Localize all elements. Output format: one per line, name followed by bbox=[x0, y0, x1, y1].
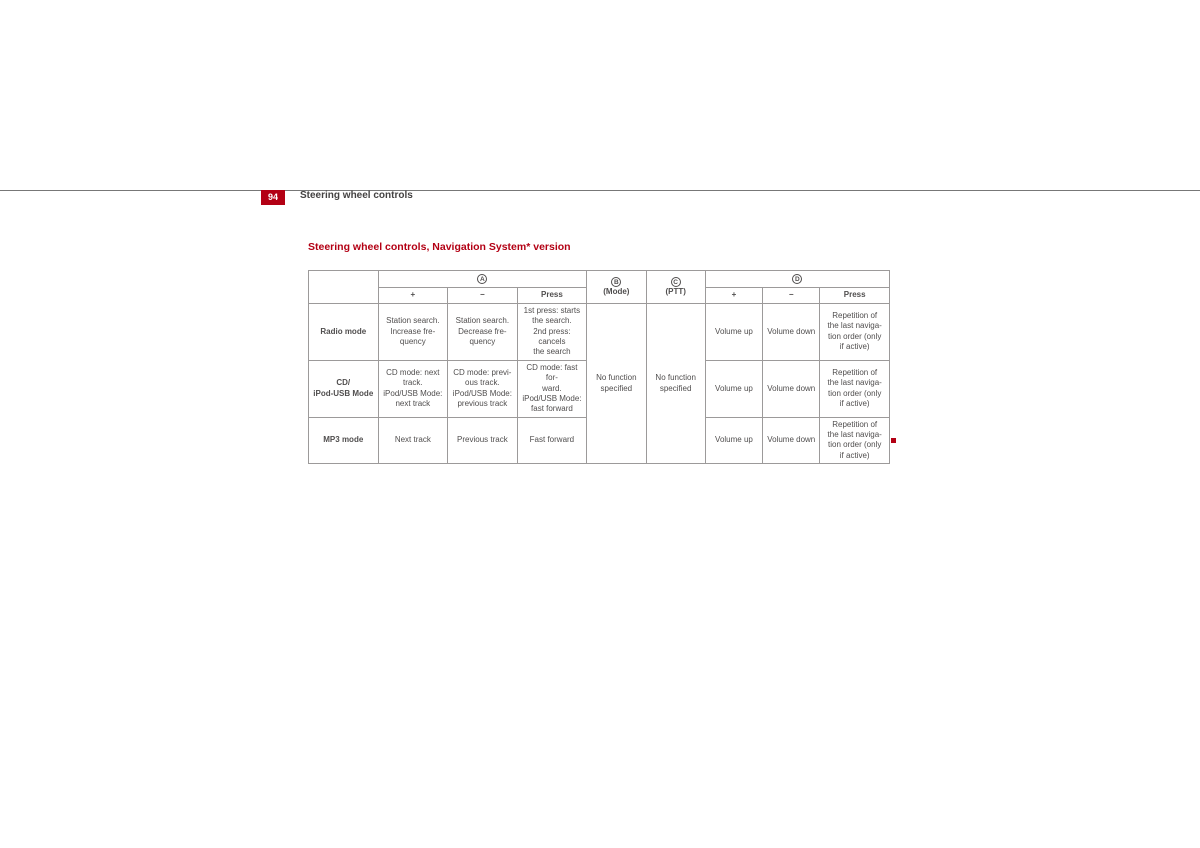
cell: Station search.Increase fre-quency bbox=[378, 303, 448, 360]
header-group-b: B (Mode) bbox=[587, 271, 646, 304]
corner-cell bbox=[309, 271, 379, 304]
header-group-c: C (PTT) bbox=[646, 271, 705, 304]
cell: CD mode: nexttrack.iPod/USB Mode:next tr… bbox=[378, 360, 448, 417]
header-d-plus: + bbox=[705, 288, 762, 303]
circled-letter-c-icon: C bbox=[671, 277, 681, 287]
cell-b-merged: No functionspecified bbox=[587, 303, 646, 463]
cell: Volume up bbox=[705, 360, 762, 417]
page: 94 Steering wheel controls Steering whee… bbox=[0, 0, 1200, 848]
cell: Volume up bbox=[705, 417, 762, 464]
row-label-cd: CD/iPod-USB Mode bbox=[309, 360, 379, 417]
cell: Repetition ofthe last naviga-tion order … bbox=[820, 417, 890, 464]
header-a-minus: − bbox=[448, 288, 518, 303]
circled-letter-d-icon: D bbox=[792, 274, 802, 284]
cell: Previous track bbox=[448, 417, 518, 464]
cell: Station search.Decrease fre-quency bbox=[448, 303, 518, 360]
header-d-press: Press bbox=[820, 288, 890, 303]
cell: 1st press: startsthe search.2nd press: c… bbox=[517, 303, 587, 360]
header-group-d: D bbox=[705, 271, 889, 288]
cell: Volume down bbox=[763, 303, 820, 360]
page-number-badge: 94 bbox=[261, 190, 285, 205]
header-a-plus: + bbox=[378, 288, 448, 303]
cell: CD mode: fast for-ward.iPod/USB Mode:fas… bbox=[517, 360, 587, 417]
row-label-radio: Radio mode bbox=[309, 303, 379, 360]
section-end-mark-icon bbox=[891, 438, 896, 443]
cell: Repetition ofthe last naviga-tion order … bbox=[820, 303, 890, 360]
header-row-letters: A B (Mode) C (PTT) D bbox=[309, 271, 890, 288]
circled-letter-b-icon: B bbox=[611, 277, 621, 287]
header-d-minus: − bbox=[763, 288, 820, 303]
section-title: Steering wheel controls, Navigation Syst… bbox=[308, 241, 571, 253]
chapter-title: Steering wheel controls bbox=[300, 190, 413, 201]
circled-letter-a-icon: A bbox=[477, 274, 487, 284]
cell-c-merged: No functionspecified bbox=[646, 303, 705, 463]
cell: Repetition ofthe last naviga-tion order … bbox=[820, 360, 890, 417]
cell: Next track bbox=[378, 417, 448, 464]
header-divider-line bbox=[0, 190, 1200, 191]
row-label-mp3: MP3 mode bbox=[309, 417, 379, 464]
cell: Volume down bbox=[763, 360, 820, 417]
cell: CD mode: previ-ous track.iPod/USB Mode:p… bbox=[448, 360, 518, 417]
cell: Volume down bbox=[763, 417, 820, 464]
cell: Fast forward bbox=[517, 417, 587, 464]
table-row: Radio mode Station search.Increase fre-q… bbox=[309, 303, 890, 360]
header-c-sub: (PTT) bbox=[649, 287, 703, 297]
header-group-a: A bbox=[378, 271, 587, 288]
controls-table: A B (Mode) C (PTT) D + − bbox=[308, 270, 890, 464]
header-b-sub: (Mode) bbox=[589, 287, 643, 297]
cell: Volume up bbox=[705, 303, 762, 360]
steering-wheel-table: A B (Mode) C (PTT) D + − bbox=[308, 270, 890, 464]
header-a-press: Press bbox=[517, 288, 587, 303]
